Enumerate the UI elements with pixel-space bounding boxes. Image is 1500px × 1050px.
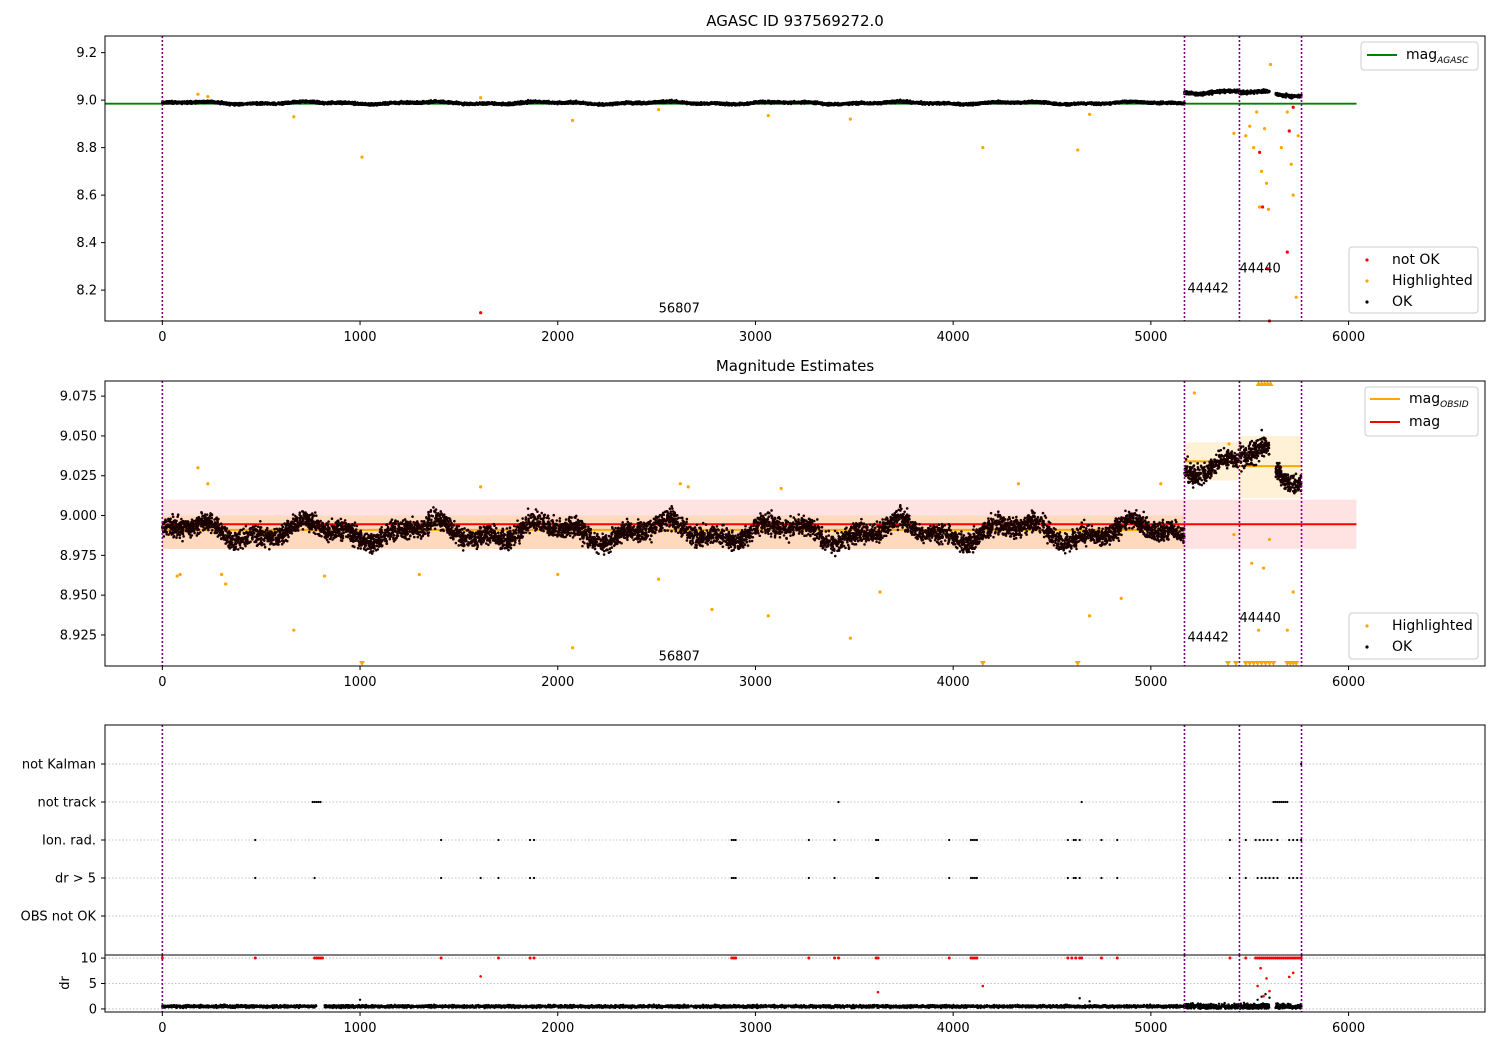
panel-agasc-title: AGASC ID 937569272.0	[706, 12, 884, 30]
